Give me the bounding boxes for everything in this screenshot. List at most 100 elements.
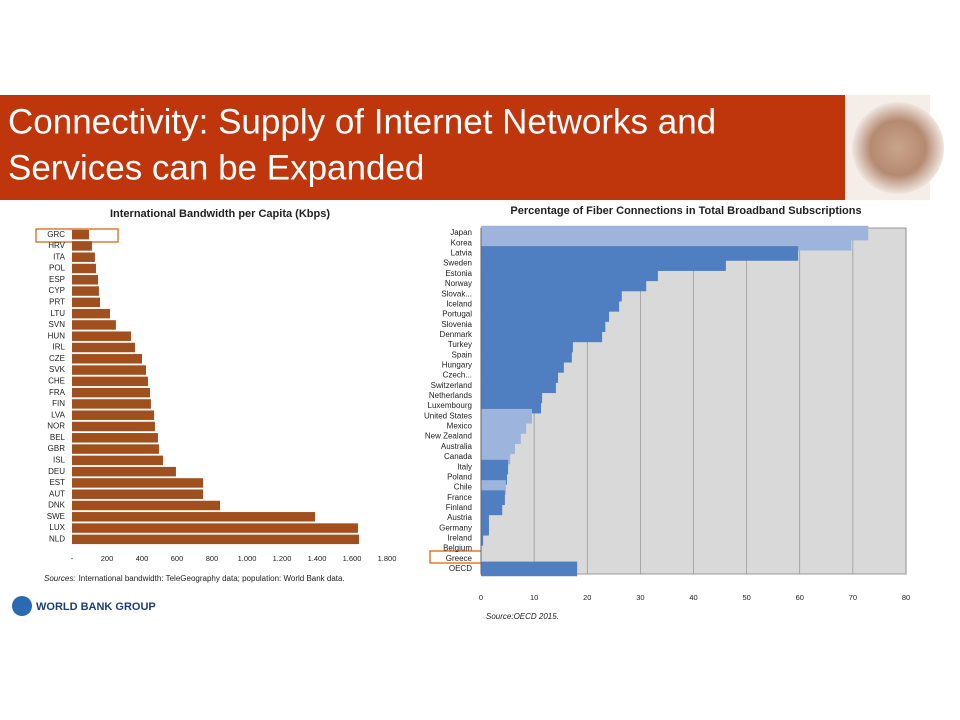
bar	[72, 399, 151, 409]
x-tick-label: 20	[583, 593, 591, 602]
y-tick-label: Hungary	[442, 360, 472, 369]
y-tick-label: New Zealand	[425, 432, 472, 441]
x-tick-label: 1.200	[273, 554, 292, 563]
y-tick-label: ISL	[53, 455, 66, 464]
y-tick-label: Australia	[441, 442, 473, 451]
bar	[72, 500, 221, 511]
y-tick-label: Estonia	[445, 269, 472, 278]
y-tick-label: Netherlands	[429, 391, 472, 400]
y-tick-label: Slovak...	[441, 289, 472, 298]
y-tick-label: Latvia	[451, 249, 473, 258]
y-tick-label: Mexico	[447, 422, 473, 431]
bar	[72, 297, 100, 308]
bar	[72, 534, 359, 545]
y-tick-label: United States	[424, 411, 472, 420]
y-tick-label: GRC	[47, 230, 65, 239]
x-tick-label: 1.000	[238, 554, 257, 563]
y-tick-label: SVK	[49, 365, 66, 374]
x-tick-label: 0	[479, 593, 483, 602]
logo-icon	[12, 596, 32, 616]
x-tick-label: 10	[530, 593, 538, 602]
y-tick-label: Norway	[445, 279, 472, 288]
bar	[72, 229, 89, 240]
x-tick-label: 50	[742, 593, 750, 602]
y-tick-label: GBR	[48, 444, 66, 453]
bar	[481, 520, 489, 536]
y-tick-label: AUT	[49, 489, 65, 498]
y-tick-label: FIN	[52, 399, 65, 408]
bar	[72, 421, 155, 432]
source-label: Sources:	[44, 574, 76, 583]
x-tick-label: 40	[689, 593, 697, 602]
x-tick-label: 80	[902, 593, 910, 602]
y-tick-label: ESP	[49, 275, 65, 284]
y-tick-label: Turkey	[448, 340, 472, 349]
title-banner	[0, 95, 845, 200]
y-tick-label: IRL	[53, 343, 66, 352]
y-tick-label: Italy	[457, 462, 472, 471]
y-tick-label: CHE	[48, 376, 65, 385]
x-tick-label: 200	[101, 554, 114, 563]
x-tick-label: -	[71, 554, 74, 563]
bar	[72, 342, 135, 353]
chart-title: International Bandwidth per Capita (Kbps…	[110, 208, 330, 220]
bar	[72, 365, 147, 375]
x-tick-label: 1.600	[343, 554, 362, 563]
y-tick-label: PRT	[49, 297, 65, 306]
y-tick-label: Czech...	[443, 371, 472, 380]
photo	[852, 102, 944, 194]
y-tick-label: HUN	[48, 331, 66, 340]
bar	[72, 275, 99, 285]
bar	[72, 286, 99, 296]
y-tick-label: Sweden	[443, 259, 472, 268]
y-tick-label: LUX	[49, 523, 65, 532]
y-tick-label: Iceland	[446, 299, 472, 308]
y-tick-label: CZE	[49, 354, 65, 363]
bar	[481, 510, 489, 526]
bar	[72, 410, 155, 420]
source: Sources: International bandwidth: TeleGeo…	[44, 574, 345, 583]
slide-title: Connectivity: Supply of Internet Network…	[8, 102, 716, 141]
y-tick-label: Spain	[452, 350, 472, 359]
y-tick-label: Ireland	[448, 533, 472, 542]
bar	[72, 241, 92, 251]
logo-text: WORLD BANK GROUP	[36, 601, 156, 613]
y-tick-label: Denmark	[440, 330, 473, 339]
x-tick-label: 600	[171, 554, 184, 563]
y-tick-label: Switzerland	[431, 381, 472, 390]
bar	[481, 531, 484, 546]
y-tick-label: Chile	[454, 483, 473, 492]
y-tick-label: CYP	[49, 286, 65, 295]
y-tick-label: OECD	[449, 564, 472, 573]
y-tick-label: ITA	[53, 252, 66, 261]
y-tick-label: NOR	[47, 422, 65, 431]
bar	[72, 252, 95, 262]
bar	[72, 354, 142, 364]
y-tick-label: Germany	[439, 523, 472, 532]
y-tick-label: EST	[49, 478, 65, 487]
x-tick-label: 1.400	[308, 554, 327, 563]
y-tick-label: SVN	[49, 320, 66, 329]
y-tick-label: Austria	[447, 513, 472, 522]
bar	[72, 331, 131, 341]
x-tick-label: 60	[796, 593, 804, 602]
y-tick-label: BEL	[50, 433, 66, 442]
y-tick-label: FRA	[49, 388, 66, 397]
bar	[72, 444, 159, 454]
y-tick-label: POL	[49, 264, 66, 273]
source: Source:OECD 2015.	[486, 612, 559, 621]
bar	[72, 433, 158, 443]
y-tick-label: NLD	[49, 534, 65, 543]
y-tick-label: Belgium	[443, 544, 472, 553]
bar	[72, 376, 148, 387]
y-tick-label: Portugal	[442, 310, 472, 319]
slide-title: Services can be Expanded	[8, 148, 424, 187]
x-tick-label: 800	[206, 554, 219, 563]
bar	[72, 263, 96, 274]
bar	[72, 489, 204, 499]
x-tick-label: 70	[849, 593, 857, 602]
y-tick-label: LVA	[51, 410, 66, 419]
y-tick-label: HRV	[48, 241, 65, 250]
y-tick-label: Slovenia	[441, 320, 472, 329]
